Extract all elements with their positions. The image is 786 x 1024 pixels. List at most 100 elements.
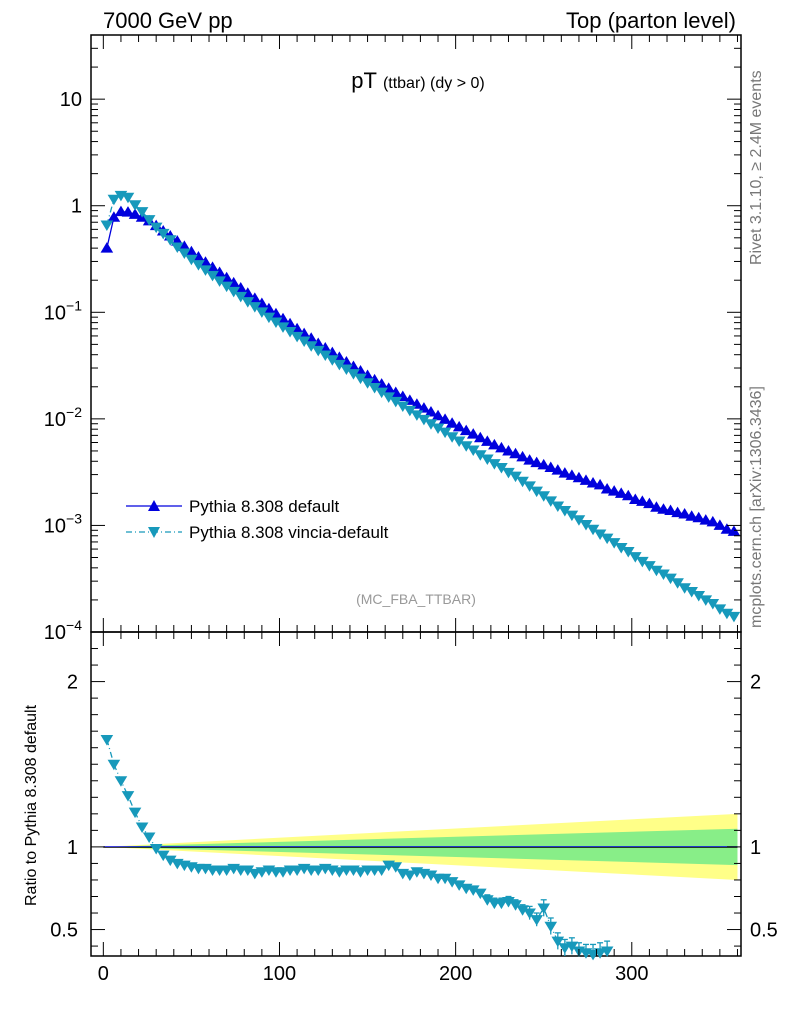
ratio-point bbox=[248, 868, 262, 880]
point-vincia bbox=[537, 491, 551, 502]
point-vincia bbox=[699, 595, 713, 606]
point-vincia bbox=[671, 578, 684, 589]
point-default bbox=[438, 413, 452, 424]
point-default bbox=[473, 431, 487, 443]
point-vincia bbox=[361, 378, 374, 389]
ratio-point bbox=[241, 865, 255, 877]
ratio-point bbox=[290, 865, 304, 877]
point-default bbox=[509, 447, 522, 459]
point-default bbox=[481, 435, 494, 446]
legend-label-default: Pythia 8.308 default bbox=[189, 497, 340, 516]
point-vincia bbox=[410, 410, 424, 421]
point-vincia bbox=[516, 476, 529, 488]
point-default bbox=[311, 337, 325, 348]
point-vincia bbox=[340, 364, 353, 375]
point-vincia bbox=[297, 336, 311, 347]
point-vincia bbox=[727, 611, 741, 623]
point-vincia bbox=[488, 459, 501, 470]
point-vincia bbox=[495, 462, 508, 474]
ratio-point bbox=[403, 870, 417, 881]
header-left: 7000 GeV pp bbox=[103, 8, 233, 33]
ratio-point bbox=[100, 734, 114, 746]
point-default bbox=[107, 211, 121, 222]
point-vincia bbox=[121, 192, 135, 204]
ratio-point bbox=[107, 759, 121, 771]
point-vincia bbox=[558, 506, 572, 517]
point-vincia bbox=[438, 427, 452, 439]
ratio-point bbox=[452, 880, 466, 891]
ratio-point bbox=[537, 903, 551, 915]
point-vincia bbox=[720, 608, 734, 620]
main-y-tick-label: 10−1 bbox=[44, 297, 82, 324]
point-default bbox=[720, 523, 734, 534]
point-default bbox=[671, 506, 684, 518]
point-vincia bbox=[473, 450, 487, 461]
point-default bbox=[502, 444, 515, 456]
point-vincia bbox=[431, 423, 445, 435]
point-vincia bbox=[678, 583, 691, 594]
ratio-axis-label: Ratio to Pythia 8.308 default bbox=[23, 704, 40, 906]
ratio-point bbox=[509, 900, 522, 911]
title-main: pT bbox=[351, 68, 377, 93]
point-default bbox=[572, 471, 586, 483]
point-vincia bbox=[333, 359, 346, 371]
main-y-tick-label: 10−4 bbox=[44, 617, 82, 644]
point-vincia bbox=[579, 520, 593, 531]
point-default bbox=[727, 525, 741, 536]
point-default bbox=[706, 515, 720, 527]
point-default bbox=[551, 464, 565, 475]
point-vincia bbox=[142, 215, 156, 226]
point-vincia bbox=[445, 432, 459, 443]
ratio-point bbox=[149, 844, 163, 855]
ratio-point bbox=[114, 776, 128, 787]
ratio-y-tick-label: 0.5 bbox=[50, 920, 78, 942]
point-vincia bbox=[403, 405, 417, 417]
point-vincia bbox=[248, 302, 262, 313]
point-vincia bbox=[241, 297, 255, 308]
ratio-point bbox=[481, 895, 494, 906]
x-tick-label: 100 bbox=[263, 963, 296, 985]
point-default bbox=[185, 245, 198, 257]
point-default bbox=[650, 501, 663, 512]
point-vincia bbox=[706, 599, 720, 610]
ratio-point bbox=[516, 905, 529, 916]
rivet-label: Rivet 3.1.10, ≥ 2.4M events bbox=[748, 70, 765, 265]
point-vincia bbox=[290, 331, 304, 343]
point-default bbox=[614, 487, 628, 498]
plot-title: pT (ttbar) (dy > 0) bbox=[351, 68, 485, 93]
title-sub: (ttbar) (dy > 0) bbox=[383, 75, 485, 92]
point-vincia bbox=[262, 312, 276, 324]
point-vincia bbox=[311, 345, 325, 357]
ratio-point bbox=[445, 877, 459, 888]
point-default bbox=[424, 405, 438, 417]
point-vincia bbox=[368, 382, 381, 394]
point-default bbox=[530, 456, 543, 468]
ratio-point bbox=[276, 867, 290, 878]
legend-marker-triangle-down bbox=[148, 527, 160, 538]
point-default bbox=[121, 206, 135, 217]
point-vincia bbox=[481, 454, 494, 466]
point-default bbox=[621, 489, 635, 501]
point-vincia bbox=[417, 414, 431, 426]
main-plot-frame bbox=[90, 34, 742, 633]
point-vincia bbox=[664, 573, 677, 585]
ratio-point bbox=[375, 865, 388, 877]
point-default bbox=[445, 417, 459, 428]
point-default bbox=[636, 495, 649, 506]
point-default bbox=[600, 482, 614, 494]
point-vincia bbox=[544, 496, 558, 507]
point-vincia bbox=[621, 546, 635, 558]
ratio-point bbox=[473, 888, 487, 900]
point-default bbox=[565, 469, 579, 480]
main-y-tick-label: 10−2 bbox=[44, 404, 82, 431]
point-default bbox=[678, 508, 691, 519]
point-vincia bbox=[607, 538, 621, 549]
ratio-point bbox=[551, 936, 565, 948]
point-vincia bbox=[572, 515, 586, 526]
point-vincia bbox=[283, 327, 297, 338]
point-vincia bbox=[255, 307, 269, 318]
ratio-point bbox=[530, 915, 543, 926]
point-default bbox=[713, 519, 727, 530]
point-vincia bbox=[227, 286, 240, 298]
